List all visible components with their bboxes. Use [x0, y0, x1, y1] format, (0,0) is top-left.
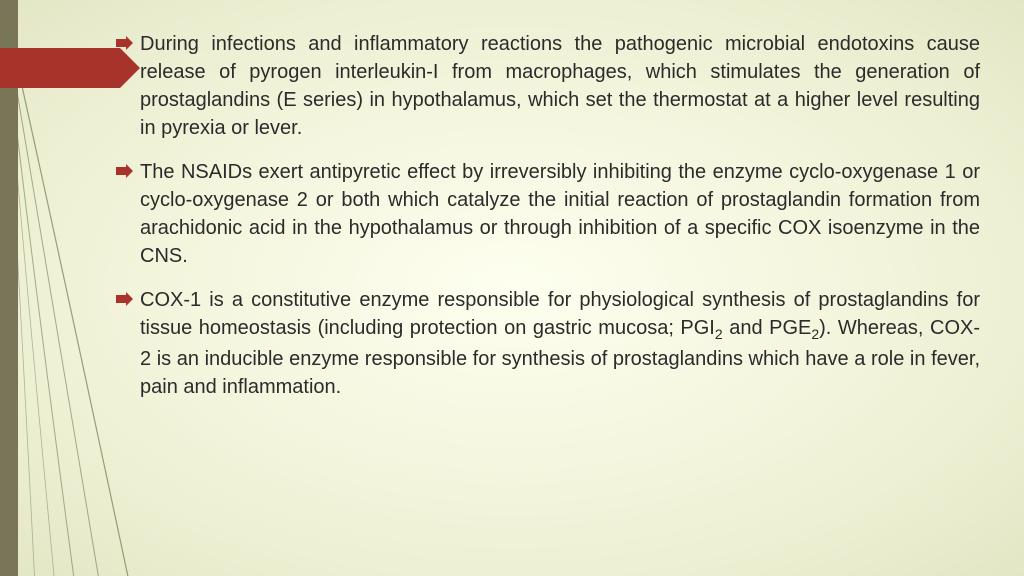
bullet-text: COX-1 is a constitutive enzyme responsib… — [140, 289, 980, 398]
slide-content: During infections and inflammatory react… — [140, 30, 980, 417]
bullet-text: The NSAIDs exert antipyretic effect by i… — [140, 161, 980, 267]
bullet-item: The NSAIDs exert antipyretic effect by i… — [140, 158, 980, 270]
bullet-arrow-icon — [116, 164, 132, 178]
bullet-arrow-icon — [116, 36, 132, 50]
title-arrow-marker — [0, 48, 120, 88]
bullet-text: During infections and inflammatory react… — [140, 33, 980, 139]
bullet-item: COX-1 is a constitutive enzyme responsib… — [140, 286, 980, 401]
bullet-arrow-icon — [116, 292, 132, 306]
bullet-item: During infections and inflammatory react… — [140, 30, 980, 142]
